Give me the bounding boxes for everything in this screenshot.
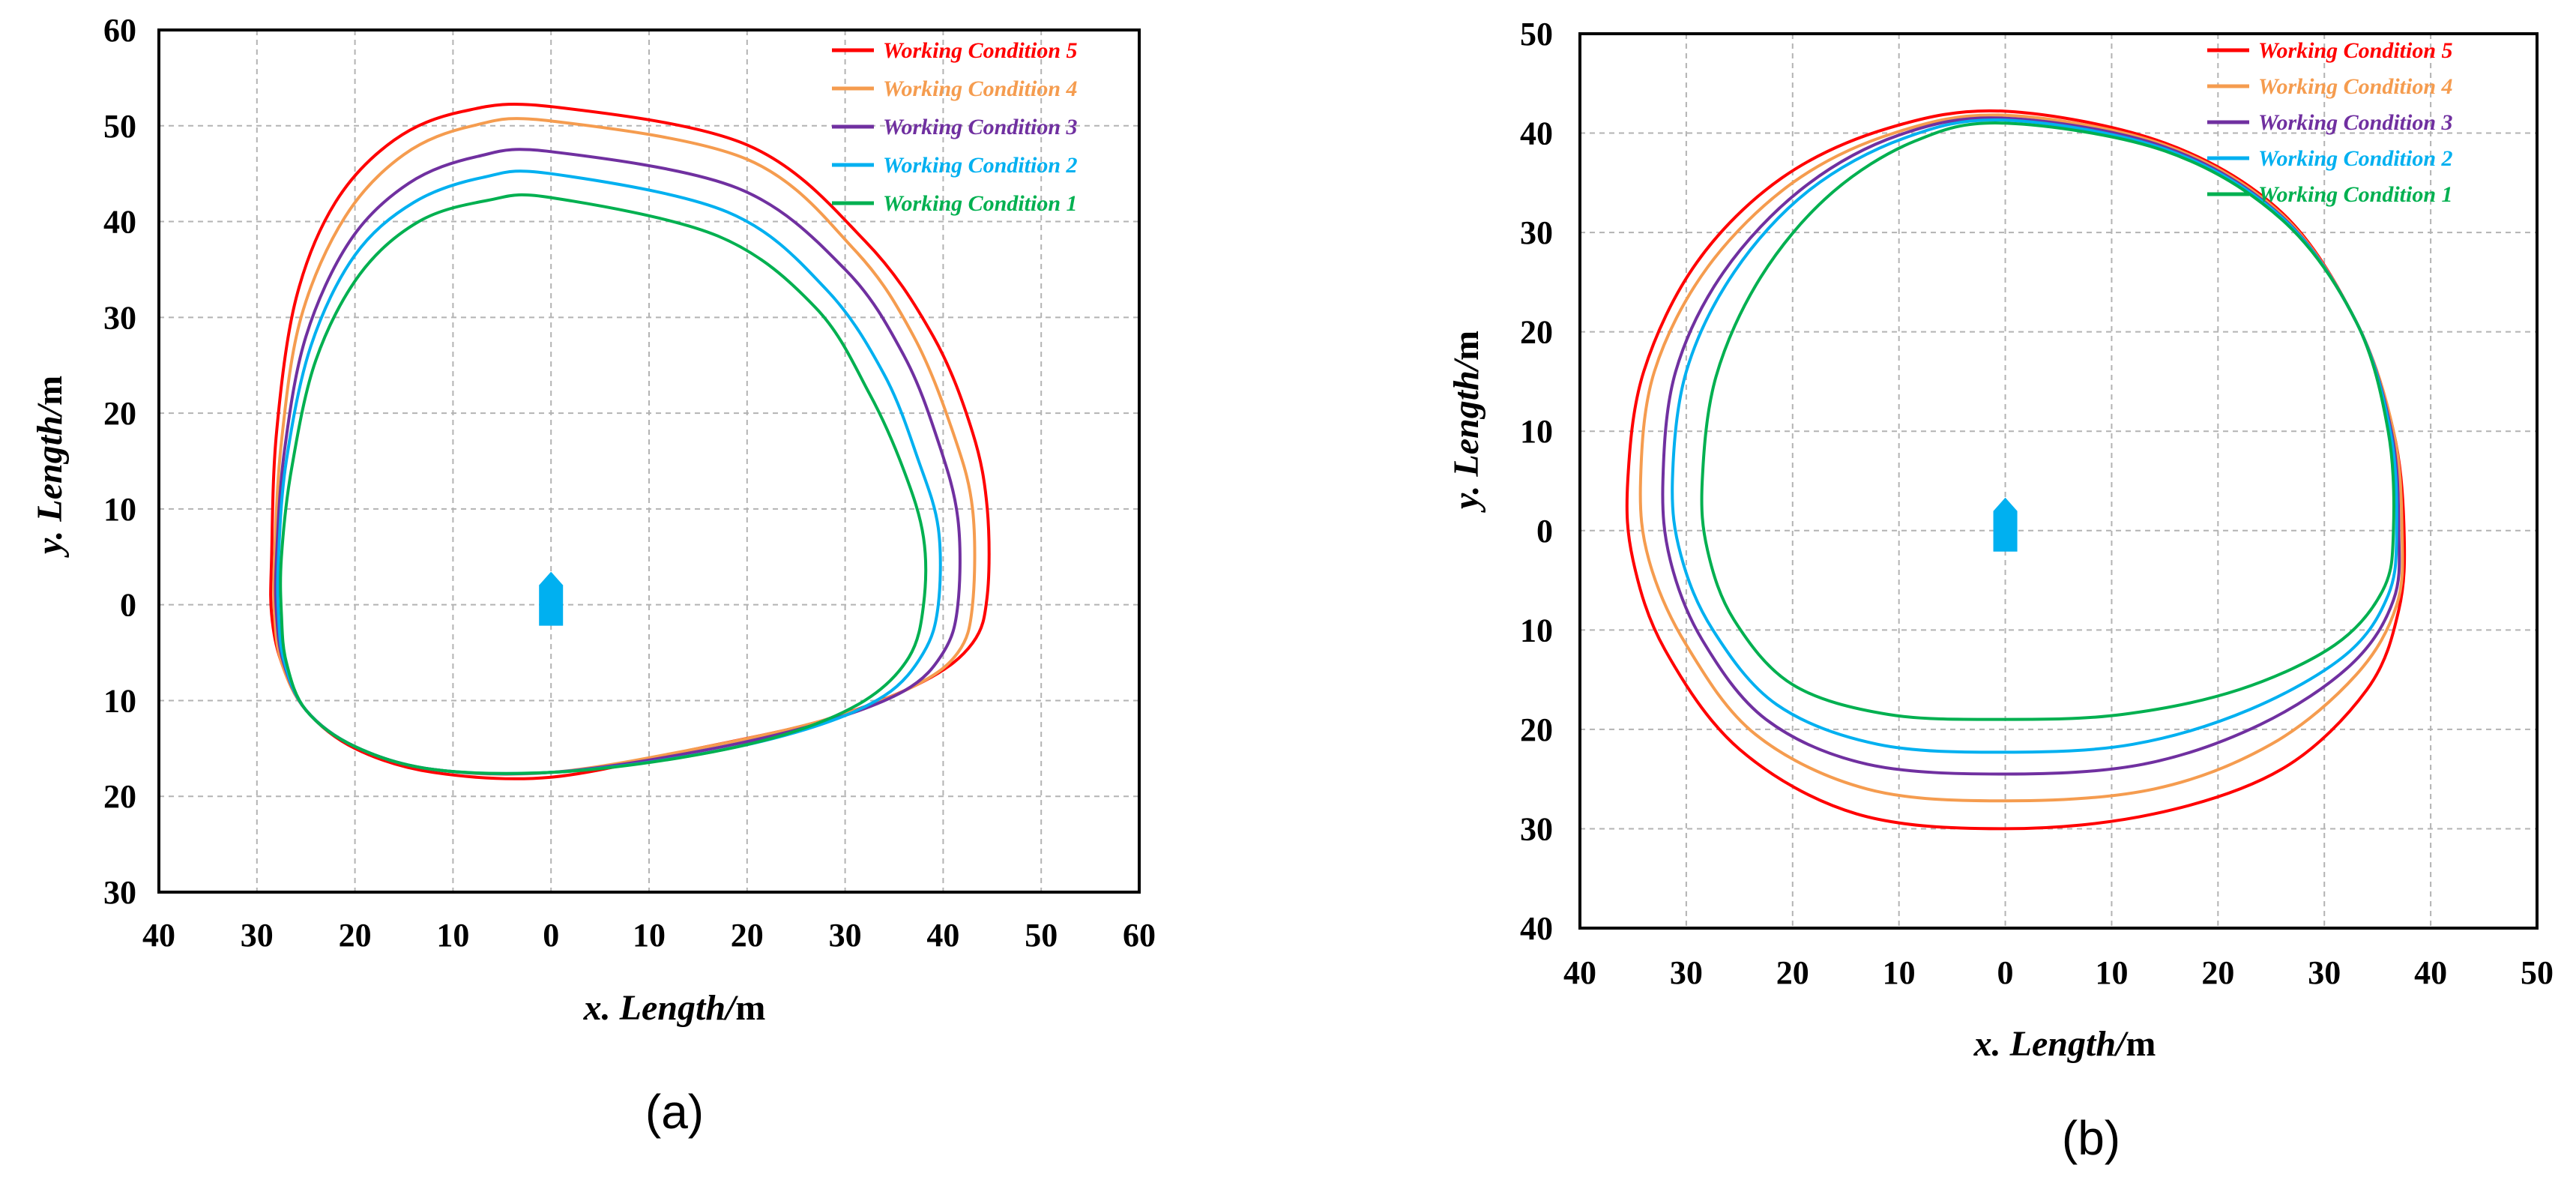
x-tick-label: 0 — [543, 917, 559, 954]
y-tick-label: 30 — [1520, 810, 1553, 847]
y-axis-title: y. Length/m — [30, 376, 70, 558]
legend-label: Working Condition 4 — [883, 76, 1078, 101]
y-tick-label: 0 — [120, 587, 136, 624]
y-tick-label: 20 — [103, 778, 136, 815]
chart-panel-b: 40 30 20 10 0 10 20 30 40 50 50 40 30 20 10 0 10 20 30 40 x.… — [1447, 16, 2554, 1165]
x-tick-label: 30 — [829, 917, 862, 954]
y-tick-label: 10 — [103, 682, 136, 719]
x-tick-label: 40 — [926, 917, 959, 954]
x-tick-label: 0 — [1997, 954, 2014, 991]
x-tick-label: 20 — [339, 917, 372, 954]
x-tick-label: 10 — [436, 917, 469, 954]
plot-frame — [157, 28, 1141, 894]
x-tick-label: 30 — [2308, 954, 2341, 991]
y-tick-label: 10 — [1520, 413, 1553, 450]
x-tick-label: 40 — [142, 917, 175, 954]
series-line-2 — [272, 117, 977, 776]
x-tick-label: 40 — [1563, 954, 1596, 991]
y-tick-label: 40 — [103, 204, 136, 241]
ship-marker — [1993, 497, 2018, 552]
legend-label: Working Condition 1 — [2258, 182, 2453, 207]
chart-panel-a: 40 30 20 10 0 10 20 30 40 50 606050403020100102030… — [30, 12, 1156, 1139]
y-tick-label: 30 — [103, 874, 136, 911]
x-axis-title: x. Length/m — [583, 988, 766, 1028]
y-tick-label: 20 — [103, 395, 136, 432]
x-tick-label: 10 — [633, 917, 666, 954]
y-tick-label: 40 — [1520, 115, 1553, 152]
series-line-4 — [1671, 118, 2398, 754]
legend-label: Working Condition 2 — [883, 153, 1078, 178]
legend-label: Working Condition 4 — [2258, 74, 2453, 99]
panel-label: (b) — [2062, 1111, 2120, 1165]
x-tick-label: 50 — [1025, 917, 1058, 954]
x-tick-label: 10 — [1883, 954, 1916, 991]
y-tick-label: 0 — [1536, 513, 1553, 550]
legend-label: Working Condition 1 — [883, 191, 1078, 216]
y-tick-label: 30 — [1520, 214, 1553, 251]
ship-marker — [539, 571, 564, 626]
series-line-1 — [269, 102, 991, 780]
x-tick-label: 30 — [241, 917, 274, 954]
series-line-3 — [274, 148, 962, 776]
legend-label: Working Condition 5 — [2258, 38, 2453, 63]
y-tick-label: 20 — [1520, 314, 1553, 351]
x-tick-label: 10 — [2095, 954, 2128, 991]
x-tick-label: 20 — [731, 917, 764, 954]
legend-label: Working Condition 2 — [2258, 146, 2453, 171]
series-line-5 — [1700, 121, 2395, 721]
legend-label: Working Condition 3 — [883, 115, 1078, 139]
x-tick-label: 50 — [2521, 954, 2554, 991]
x-tick-label: 30 — [1670, 954, 1703, 991]
y-tick-label: 10 — [103, 491, 136, 528]
legend-label: Working Condition 5 — [883, 38, 1078, 63]
y-tick-label: 50 — [103, 108, 136, 145]
y-tick-label: 50 — [1520, 16, 1553, 52]
x-tick-label: 40 — [2414, 954, 2447, 991]
series-line-5 — [279, 193, 928, 775]
series-line-4 — [276, 169, 942, 775]
y-axis-title: y. Length/m — [1447, 331, 1486, 513]
y-tick-label: 20 — [1520, 711, 1553, 748]
x-tick-label: 20 — [2201, 954, 2234, 991]
y-tick-label: 30 — [103, 299, 136, 336]
y-tick-label: 60 — [103, 12, 136, 49]
x-axis-title: x. Length/m — [1973, 1024, 2156, 1064]
series-line-3 — [1661, 116, 2401, 776]
x-tick-label: 20 — [1776, 954, 1809, 991]
panel-label: (a) — [645, 1085, 704, 1139]
plot-frame — [1578, 32, 2539, 930]
y-tick-label: 40 — [1520, 910, 1553, 947]
x-tick-label: 60 — [1123, 917, 1156, 954]
y-tick-label: 10 — [1520, 612, 1553, 648]
legend-label: Working Condition 3 — [2258, 110, 2453, 135]
